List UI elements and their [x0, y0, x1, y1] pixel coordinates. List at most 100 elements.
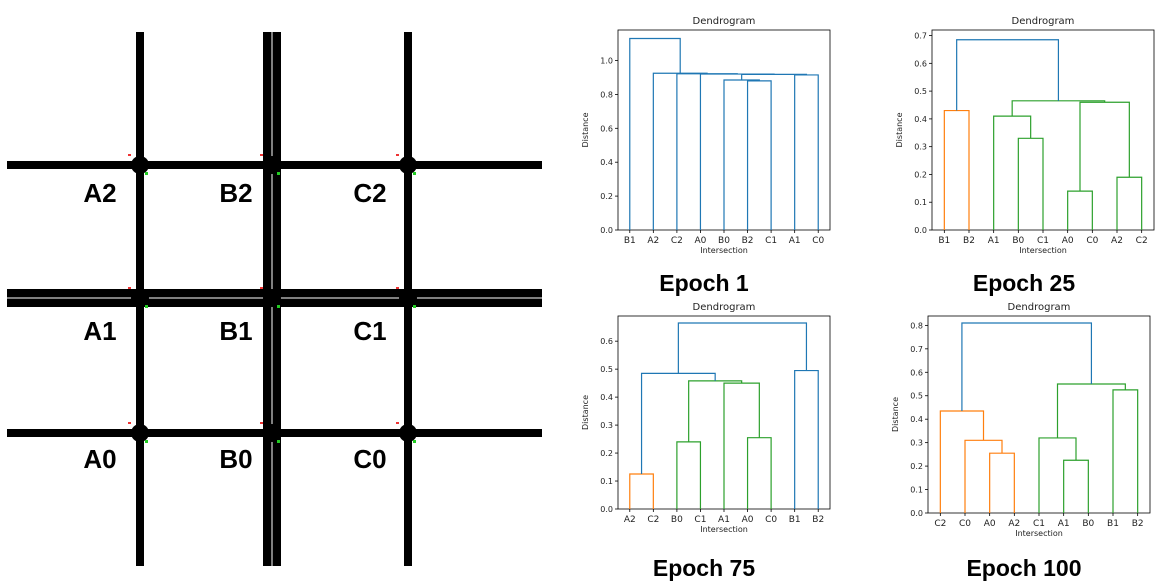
intersection-label-c1: C1 [353, 316, 386, 346]
signal-light-red [396, 154, 399, 156]
y-tick-label: 0.5 [910, 392, 923, 401]
dendrogram-link [1116, 176, 1143, 230]
y-tick-label: 0.6 [914, 59, 927, 68]
signal-light-green [277, 305, 280, 308]
chart-title: Dendrogram [693, 16, 756, 27]
dendrogram-link [993, 115, 1032, 230]
signal-light-green [277, 440, 280, 443]
x-tick-label: B0 [1012, 236, 1024, 246]
dendrogram-link [746, 80, 772, 230]
intersection-node [131, 156, 149, 174]
epoch-25-caption: Epoch 25 [972, 270, 1076, 296]
x-tick-label: C1 [765, 236, 777, 246]
dendrogram-link [1056, 383, 1126, 438]
intersection-node [399, 424, 417, 442]
dendrogram-link [794, 74, 819, 230]
x-tick-label: B1 [938, 236, 950, 246]
x-tick-label: B1 [789, 515, 801, 525]
y-tick-label: 0.1 [600, 477, 613, 486]
y-tick-label: 0.4 [600, 393, 613, 402]
x-tick-label: A1 [1058, 519, 1070, 529]
dendrogram-link [676, 441, 702, 509]
dendrogram-link [989, 452, 1015, 513]
x-axis-label: Intersection [700, 246, 748, 255]
dendrogram-link [652, 72, 708, 230]
x-tick-label: A2 [624, 515, 636, 525]
x-tick-label: A2 [1008, 519, 1020, 529]
x-tick-label: A0 [742, 515, 754, 525]
dendrogram-link [1017, 137, 1044, 230]
x-tick-label: B2 [1132, 519, 1144, 529]
epoch-75-caption: Epoch 75 [652, 555, 756, 581]
x-tick-label: B0 [671, 515, 683, 525]
y-tick-label: 0.3 [910, 439, 923, 448]
signal-light-green [145, 305, 148, 308]
y-tick-label: 0.5 [914, 87, 927, 96]
x-tick-label: A0 [694, 236, 706, 246]
dendrogram-epoch-25: Dendrogram 0.0 0.1 0.2 0.3 0.4 0.5 0.6 0.7 Distan… [895, 16, 1155, 255]
intersection-label-b0: B0 [219, 444, 252, 474]
y-axis-label: Distance [891, 397, 900, 432]
dendrogram-link [688, 380, 743, 442]
dendrogram-link [629, 37, 681, 230]
signal-light-red [128, 287, 131, 289]
x-tick-label: A1 [789, 236, 801, 246]
signal-light-red [396, 422, 399, 424]
chart-title: Dendrogram [1008, 302, 1071, 313]
dendrogram-link [1067, 190, 1093, 230]
x-tick-label: C1 [1033, 519, 1045, 529]
x-axis-label: Intersection [700, 525, 748, 534]
intersection-node [263, 424, 281, 442]
x-axis-label: Intersection [1019, 246, 1067, 255]
intersection-node [399, 289, 417, 307]
signal-light-green [145, 440, 148, 443]
dendrogram-link [1063, 459, 1089, 513]
signal-light-green [413, 305, 416, 308]
x-tick-label: B0 [1082, 519, 1094, 529]
signal-light-red [396, 287, 399, 289]
x-tick-label: C0 [765, 515, 777, 525]
epoch-100-caption: Epoch 100 [966, 555, 1082, 581]
y-tick-label: 0.2 [914, 170, 927, 179]
y-tick-label: 0.2 [600, 449, 613, 458]
dendrogram-link [956, 39, 1060, 111]
y-tick-label: 0.0 [914, 226, 927, 235]
x-tick-label: B1 [1107, 519, 1119, 529]
intersection-node [263, 156, 281, 174]
x-tick-label: B1 [624, 236, 636, 246]
dendrogram-link [939, 410, 985, 513]
chart-title: Dendrogram [1012, 16, 1075, 27]
signal-light-red [128, 422, 131, 424]
signal-light-red [260, 154, 263, 156]
intersection-grid-map: A2 B2 C2 A1 B1 C1 A0 B0 C0 [7, 32, 542, 566]
intersection-label-a2: A2 [83, 178, 116, 208]
y-axis-label: Distance [581, 395, 590, 430]
intersection-node [131, 424, 149, 442]
dendrogram-link [746, 437, 772, 509]
signal-light-red [128, 154, 131, 156]
dendrogram-link [699, 73, 775, 230]
dendrogram-link [677, 322, 808, 374]
x-tick-label: B2 [963, 236, 975, 246]
dendrogram-epoch-75: Dendrogram 0.0 0.1 0.2 0.3 0.4 0.5 0.6 Distance A… [581, 302, 831, 534]
dendrogram-link [961, 322, 1093, 411]
y-tick-label: 0.5 [600, 365, 613, 374]
signal-light-green [277, 172, 280, 175]
x-tick-label: C0 [812, 236, 824, 246]
intersection-label-c2: C2 [353, 178, 386, 208]
y-tick-label: 0.4 [600, 158, 613, 167]
y-tick-label: 0.3 [600, 421, 613, 430]
signal-light-green [145, 172, 148, 175]
y-axis-label: Distance [581, 112, 590, 147]
y-tick-label: 0.6 [910, 368, 923, 377]
dendrogram-link [1038, 437, 1077, 513]
dendrogram-link [964, 439, 1003, 513]
y-tick-label: 0.1 [910, 486, 923, 495]
y-tick-label: 0.0 [600, 226, 613, 235]
x-tick-label: A0 [984, 519, 996, 529]
intersection-label-a1: A1 [83, 316, 116, 346]
y-tick-label: 0.0 [600, 505, 613, 514]
intersection-label-b1: B1 [219, 316, 252, 346]
dendrogram-link [943, 109, 970, 230]
dendrogram-epoch-100: Dendrogram 0.0 0.1 0.2 0.3 0.4 0.5 0.6 0.7 0.8 Dis… [891, 302, 1151, 538]
